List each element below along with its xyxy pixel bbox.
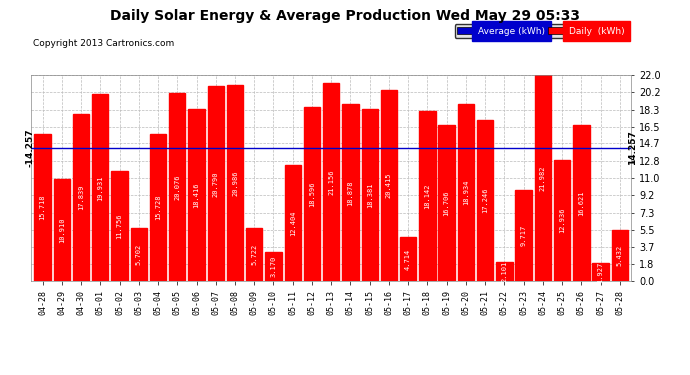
Legend: Average (kWh), Daily  (kWh): Average (kWh), Daily (kWh) — [455, 24, 627, 38]
Text: 3.170: 3.170 — [270, 256, 277, 277]
Text: 20.076: 20.076 — [175, 174, 180, 200]
Text: 18.934: 18.934 — [463, 180, 469, 205]
Text: 18.416: 18.416 — [193, 182, 199, 208]
Text: 18.878: 18.878 — [348, 180, 353, 206]
Bar — [457, 104, 474, 281]
Text: 17.246: 17.246 — [482, 188, 488, 213]
Text: 5.432: 5.432 — [617, 245, 623, 266]
Bar — [169, 93, 186, 281]
Text: 2.101: 2.101 — [502, 261, 507, 282]
Text: 16.706: 16.706 — [444, 190, 450, 216]
Text: 11.756: 11.756 — [117, 213, 123, 239]
Text: Copyright 2013 Cartronics.com: Copyright 2013 Cartronics.com — [33, 39, 175, 48]
Bar — [362, 109, 378, 281]
Bar — [477, 120, 493, 281]
Text: 20.986: 20.986 — [232, 170, 238, 196]
Text: 4.714: 4.714 — [405, 249, 411, 270]
Bar — [92, 94, 108, 281]
Bar — [554, 160, 570, 281]
Text: 10.910: 10.910 — [59, 217, 65, 243]
Text: 21.982: 21.982 — [540, 165, 546, 191]
Text: 20.790: 20.790 — [213, 171, 219, 196]
Bar — [593, 263, 609, 281]
Bar — [227, 84, 243, 281]
Bar — [188, 109, 205, 281]
Bar — [438, 124, 455, 281]
Text: 1.927: 1.927 — [598, 262, 604, 283]
Bar — [304, 107, 320, 281]
Text: 21.156: 21.156 — [328, 170, 334, 195]
Bar — [130, 228, 147, 281]
Bar — [323, 83, 339, 281]
Text: 5.702: 5.702 — [136, 244, 142, 265]
Text: 14.257: 14.257 — [629, 130, 638, 165]
Bar — [611, 230, 628, 281]
Bar — [246, 228, 262, 281]
Text: 15.728: 15.728 — [155, 195, 161, 220]
Text: 16.621: 16.621 — [578, 190, 584, 216]
Text: 9.717: 9.717 — [520, 225, 526, 246]
Text: 18.381: 18.381 — [366, 182, 373, 208]
Text: 18.142: 18.142 — [424, 183, 431, 209]
Bar — [381, 90, 397, 281]
Bar — [573, 125, 589, 281]
Text: 15.718: 15.718 — [39, 195, 46, 220]
Text: 5.722: 5.722 — [251, 244, 257, 265]
Bar — [150, 134, 166, 281]
Text: -14.257: -14.257 — [25, 128, 34, 167]
Text: Daily Solar Energy & Average Production Wed May 29 05:33: Daily Solar Energy & Average Production … — [110, 9, 580, 23]
Bar — [515, 190, 532, 281]
Bar — [73, 114, 89, 281]
Bar — [496, 261, 513, 281]
Text: 12.404: 12.404 — [290, 210, 296, 236]
Text: 18.596: 18.596 — [309, 182, 315, 207]
Bar — [420, 111, 435, 281]
Bar — [54, 179, 70, 281]
Bar — [34, 134, 51, 281]
Text: 19.931: 19.931 — [97, 175, 104, 201]
Bar — [400, 237, 416, 281]
Bar — [284, 165, 301, 281]
Text: 20.415: 20.415 — [386, 173, 392, 198]
Bar — [342, 104, 359, 281]
Text: 17.839: 17.839 — [78, 185, 84, 210]
Bar — [535, 75, 551, 281]
Bar — [208, 86, 224, 281]
Text: 12.936: 12.936 — [559, 208, 565, 233]
Bar — [265, 252, 282, 281]
Bar — [111, 171, 128, 281]
